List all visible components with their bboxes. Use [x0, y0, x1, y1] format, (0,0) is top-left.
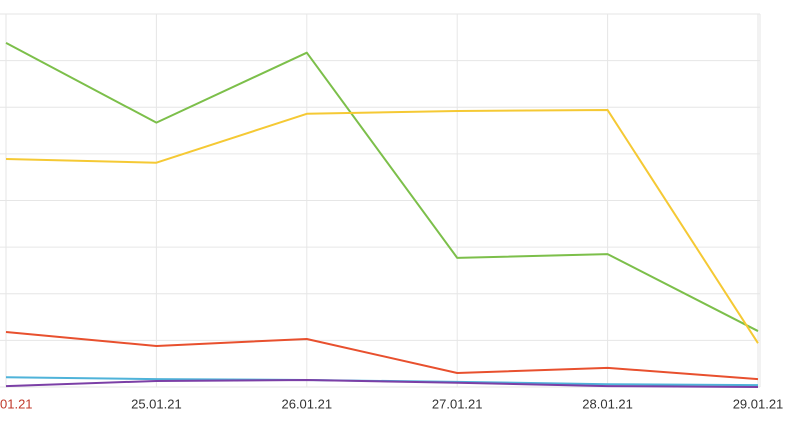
x-tick-label: 29.01.21	[733, 396, 784, 411]
series-line	[5, 379, 759, 388]
x-tick-label: 25.01.21	[131, 396, 182, 411]
x-tick-label: 27.01.21	[432, 396, 483, 411]
series-line	[5, 42, 759, 332]
series-line	[5, 109, 759, 344]
series-line	[5, 330, 759, 381]
x-tick-label: 26.01.21	[281, 396, 332, 411]
x-tick-label: 28.01.21	[582, 396, 633, 411]
x-tick-label: 01.21	[0, 396, 33, 411]
